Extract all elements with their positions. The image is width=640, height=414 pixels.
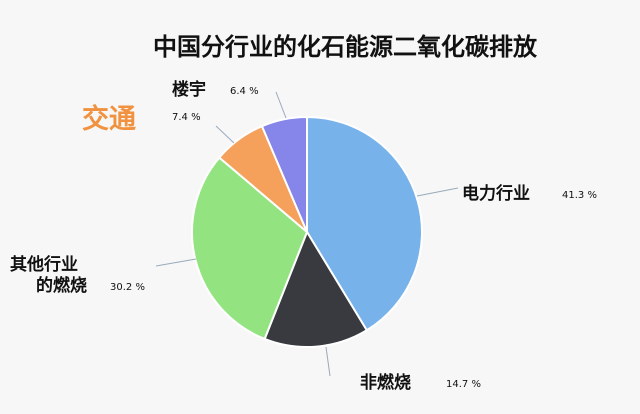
slice-label-nonburn: 非燃烧: [360, 372, 411, 393]
leader-line-building: [275, 91, 287, 119]
slice-pct-nonburn: 14.7 %: [446, 379, 481, 390]
slice-label-transport: 交通: [82, 103, 136, 135]
slice-label-other-line2: 的燃烧: [36, 275, 87, 296]
slice-label-power: 电力行业: [462, 183, 530, 204]
leader-line-other: [155, 258, 197, 267]
slice-pct-power: 41.3 %: [562, 190, 597, 201]
slice-pct-other: 30.2 %: [110, 282, 145, 293]
slice-other: [191, 156, 309, 341]
slice-nonburn: [263, 229, 369, 348]
leader-line-nonburn: [325, 346, 331, 377]
slice-label-building: 楼宇: [172, 79, 206, 100]
slice-pct-transport: 7.4 %: [172, 112, 201, 123]
leader-line-power: [416, 187, 459, 197]
slice-label-other-line1: 其他行业: [10, 254, 78, 275]
slice-power: [306, 115, 423, 332]
slice-building: [260, 115, 308, 233]
chart-title: 中国分行业的化石能源二氧化碳排放: [153, 33, 538, 61]
leader-line-transport: [215, 125, 235, 144]
slice-pct-building: 6.4 %: [230, 86, 259, 97]
